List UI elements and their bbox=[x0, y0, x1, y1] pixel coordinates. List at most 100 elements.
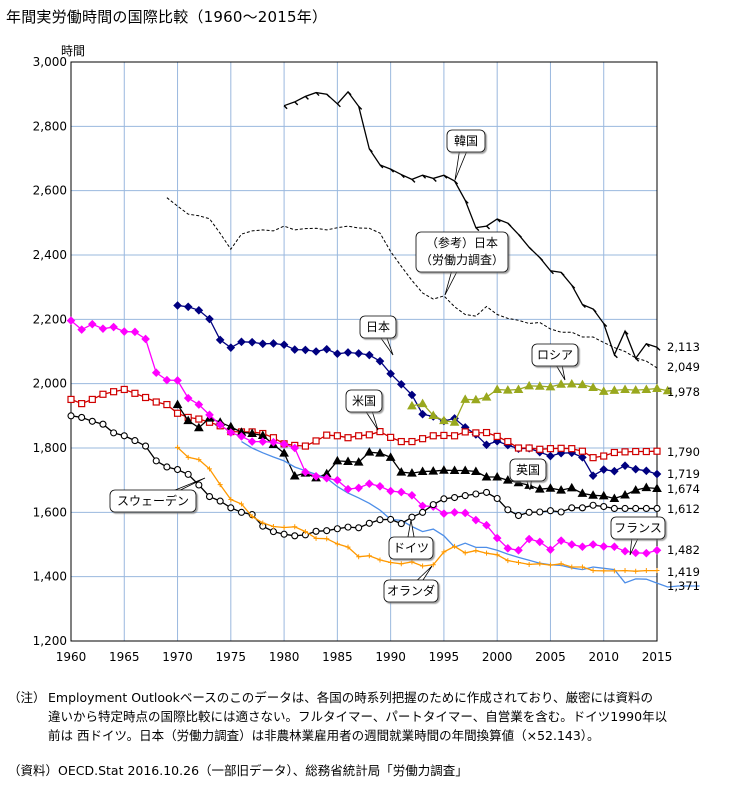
data-point bbox=[652, 383, 662, 392]
data-point bbox=[610, 466, 619, 476]
end-value-label: 1,674 bbox=[667, 482, 700, 496]
data-point bbox=[653, 447, 661, 455]
data-point bbox=[345, 544, 351, 550]
data-point bbox=[642, 504, 650, 513]
data-point bbox=[653, 504, 661, 513]
data-point bbox=[652, 545, 662, 555]
data-point bbox=[440, 495, 448, 503]
data-point bbox=[643, 568, 649, 574]
data-point bbox=[642, 447, 650, 456]
data-point bbox=[568, 445, 576, 453]
data-point bbox=[365, 479, 374, 489]
data-point bbox=[493, 432, 501, 441]
data-point bbox=[450, 432, 459, 440]
data-point bbox=[315, 92, 320, 97]
data-point bbox=[292, 524, 298, 530]
data-point bbox=[397, 520, 405, 528]
data-point bbox=[260, 520, 266, 526]
data-point bbox=[379, 164, 384, 169]
data-point bbox=[514, 444, 523, 452]
data-point bbox=[409, 559, 415, 565]
data-point bbox=[473, 548, 479, 554]
data-point bbox=[432, 177, 437, 182]
x-tick-label: 1990 bbox=[375, 650, 406, 664]
data-point bbox=[524, 534, 534, 544]
data-point bbox=[269, 437, 278, 447]
line-chart: 1,200 1,400 1,600 1,800 2,000 2,200 2,400 2,600… bbox=[33, 44, 700, 664]
data-point bbox=[611, 568, 617, 574]
data-point bbox=[515, 560, 521, 566]
data-point bbox=[571, 284, 576, 289]
data-point bbox=[226, 343, 236, 352]
data-point bbox=[547, 562, 553, 568]
data-point bbox=[110, 388, 118, 396]
data-point bbox=[441, 549, 447, 555]
data-point bbox=[589, 501, 597, 509]
data-point bbox=[67, 395, 75, 404]
data-point bbox=[279, 340, 289, 350]
data-point bbox=[99, 390, 107, 398]
data-point bbox=[205, 493, 214, 501]
series-label: 米国 bbox=[352, 394, 376, 408]
end-value-label: 1,419 bbox=[667, 565, 700, 579]
data-point bbox=[492, 471, 503, 481]
data-point bbox=[620, 489, 630, 499]
series-label: オランダ bbox=[387, 583, 435, 598]
data-point bbox=[558, 561, 564, 567]
data-point bbox=[290, 345, 300, 354]
data-point bbox=[610, 504, 618, 513]
data-point bbox=[353, 457, 364, 466]
data-point bbox=[560, 271, 565, 276]
data-point bbox=[227, 504, 235, 512]
x-tick-label: 1995 bbox=[429, 650, 460, 664]
data-point bbox=[301, 345, 310, 355]
data-point bbox=[344, 434, 352, 442]
data-point bbox=[526, 561, 532, 567]
data-point bbox=[78, 413, 86, 421]
data-point bbox=[525, 508, 533, 516]
data-point bbox=[502, 475, 513, 484]
data-point bbox=[311, 347, 321, 356]
data-point bbox=[439, 465, 449, 474]
data-point bbox=[226, 428, 236, 437]
series-label: ロシア bbox=[537, 348, 573, 362]
data-point bbox=[281, 524, 287, 530]
plot-border bbox=[70, 61, 658, 642]
data-point bbox=[610, 542, 619, 552]
data-point bbox=[630, 385, 641, 394]
data-point bbox=[632, 447, 640, 456]
data-point bbox=[484, 550, 490, 556]
data-point bbox=[77, 325, 86, 334]
data-point bbox=[492, 384, 503, 393]
data-point bbox=[654, 568, 660, 574]
data-point bbox=[343, 456, 353, 466]
data-point bbox=[302, 529, 308, 535]
data-point bbox=[238, 501, 244, 507]
data-point bbox=[163, 463, 171, 471]
data-point bbox=[590, 568, 596, 574]
data-point bbox=[464, 199, 469, 204]
end-value-label: 2,049 bbox=[667, 360, 700, 374]
chart-notes: （注） Employment Outlookベースのこのデータは、各国の時系列把… bbox=[8, 688, 728, 745]
callout-pointer-mask bbox=[633, 527, 643, 539]
data-point bbox=[534, 381, 545, 390]
data-point bbox=[581, 304, 586, 309]
note-line-2: 違いから特定時点の国際比較には適さない。フルタイマー、パートタイマー、自営業を含… bbox=[48, 709, 668, 724]
data-point bbox=[173, 376, 182, 385]
data-point bbox=[291, 532, 299, 540]
data-point bbox=[258, 437, 268, 446]
data-point bbox=[525, 444, 533, 452]
data-point bbox=[207, 466, 213, 472]
data-point bbox=[247, 337, 257, 347]
y-tick-label: 1,800 bbox=[33, 441, 67, 455]
data-point bbox=[396, 467, 407, 476]
data-point bbox=[633, 568, 639, 574]
data-point bbox=[417, 398, 428, 408]
data-point bbox=[376, 427, 384, 436]
end-value-label: 1,371 bbox=[667, 579, 700, 593]
data-point bbox=[439, 415, 449, 425]
data-point bbox=[336, 103, 341, 108]
data-point bbox=[333, 475, 342, 485]
end-value-label: 2,113 bbox=[667, 340, 700, 354]
data-point bbox=[549, 270, 554, 275]
